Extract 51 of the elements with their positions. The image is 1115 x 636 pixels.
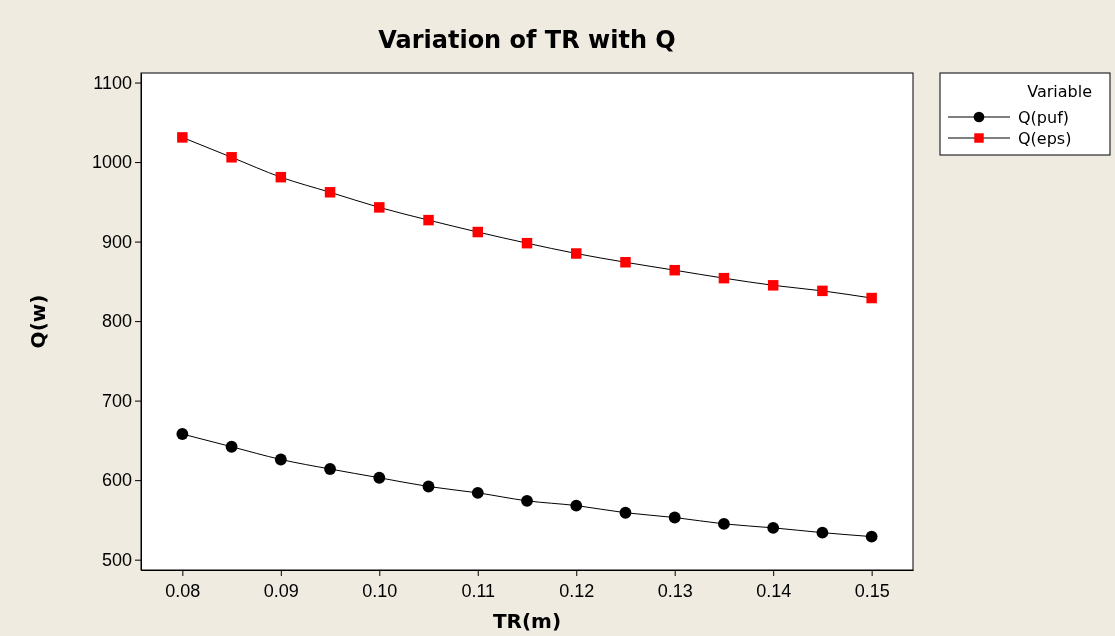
point [570, 248, 582, 259]
point [521, 494, 533, 507]
point [471, 486, 484, 499]
x-tick-label: 0.10 [362, 581, 398, 601]
y-tick-label: 600 [101, 470, 132, 491]
point [324, 463, 336, 475]
y-tick-label: 700 [101, 390, 132, 411]
chart-title: Variation of TR with Q [378, 26, 676, 54]
legend-label: Q(eps) [1018, 129, 1072, 148]
y-tick-label: 1000 [91, 152, 132, 173]
point [472, 226, 484, 238]
point [865, 530, 878, 543]
point [570, 499, 583, 512]
point [177, 132, 188, 143]
legend-title: Variable [1027, 82, 1092, 101]
point [521, 237, 533, 249]
point [718, 272, 730, 284]
point [373, 471, 386, 484]
x-tick-label: 0.11 [461, 581, 496, 601]
x-tick-label: 0.14 [756, 581, 792, 601]
point [767, 521, 780, 534]
point [669, 264, 680, 276]
point [816, 526, 829, 539]
x-tick-label: 0.13 [657, 581, 693, 601]
y-axis-title: Q(w) [26, 294, 50, 349]
x-axis-title: TR(m) [492, 609, 562, 633]
point [718, 517, 730, 530]
legend-label: Q(puf) [1018, 108, 1070, 127]
point [423, 214, 434, 226]
point [176, 428, 189, 440]
point [374, 202, 385, 213]
y-tick-label: 800 [101, 311, 132, 332]
point [620, 257, 631, 268]
point [275, 171, 287, 183]
y-tick-label: 900 [101, 231, 132, 252]
point [866, 292, 877, 304]
point [324, 187, 336, 198]
point [274, 453, 287, 466]
x-tick-label: 0.15 [854, 581, 890, 601]
y-tick-label: 1100 [93, 72, 132, 93]
point [422, 480, 435, 493]
y-tick-label: 500 [101, 549, 132, 570]
x-tick-label: 0.09 [263, 581, 299, 601]
point [225, 440, 238, 453]
x-tick-label: 0.12 [559, 581, 595, 601]
point [619, 506, 632, 519]
point [668, 511, 681, 524]
x-tick-label: 0.08 [165, 581, 201, 601]
point [817, 285, 828, 297]
point [767, 280, 779, 291]
point [226, 152, 237, 163]
